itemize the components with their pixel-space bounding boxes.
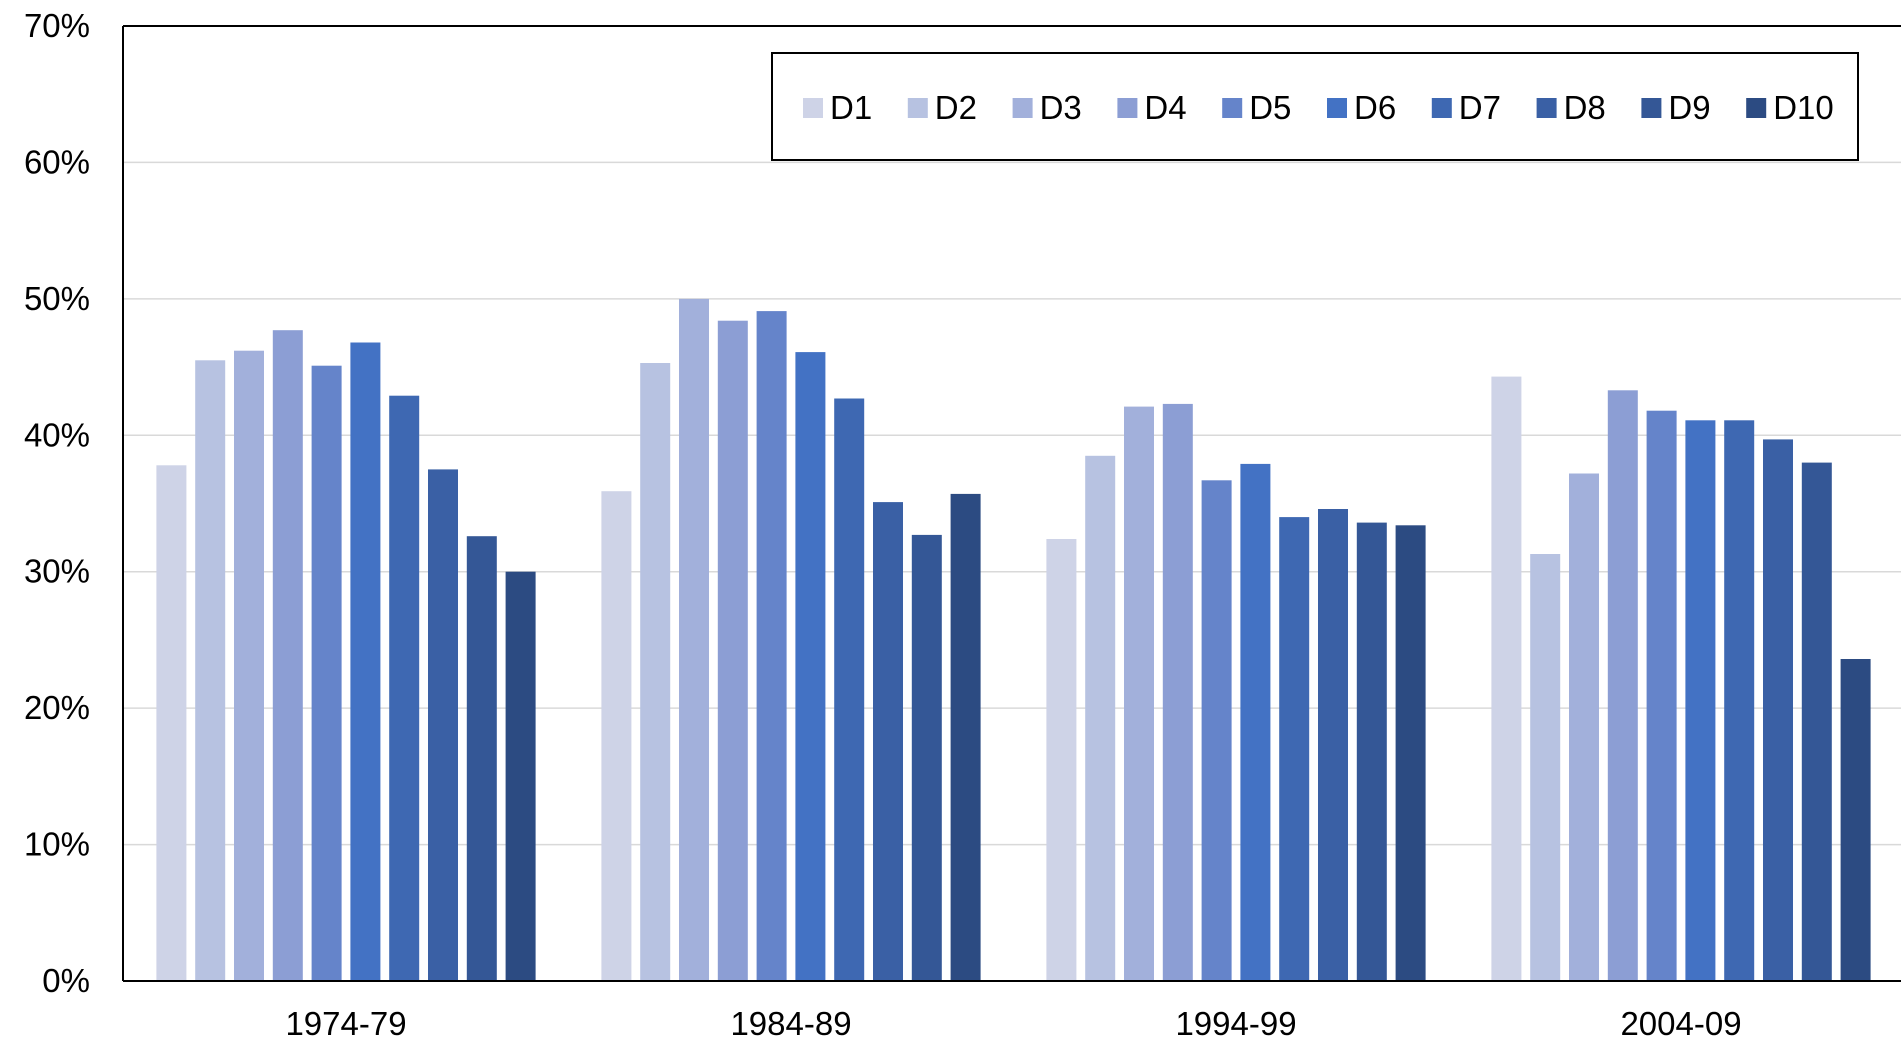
bar-d9-2004-09 bbox=[1801, 462, 1832, 982]
legend-swatch-d7 bbox=[1431, 98, 1452, 118]
bar-d3-2004-09 bbox=[1569, 473, 1599, 981]
legend-label-d6: D6 bbox=[1354, 89, 1396, 126]
legend-swatch-d4 bbox=[1117, 98, 1138, 118]
axes bbox=[122, 25, 1901, 982]
y-tick-label: 40% bbox=[24, 416, 90, 453]
bar-d1-1974-79 bbox=[156, 465, 187, 981]
x-category-label: 2004-09 bbox=[1620, 1005, 1741, 1042]
bar-d2-1984-89 bbox=[640, 363, 671, 981]
bars bbox=[156, 298, 1871, 982]
y-tick-label: 70% bbox=[24, 7, 90, 44]
y-tick-labels: 0% 10% 20% 30% 40% 50% 60% 70% bbox=[24, 7, 90, 999]
bar-d6-1984-89 bbox=[795, 352, 826, 982]
legend-label-d3: D3 bbox=[1040, 89, 1082, 126]
bar-d4-1994-99 bbox=[1162, 403, 1193, 981]
legend-label-d8: D8 bbox=[1564, 89, 1606, 126]
legend: D1 D2 D3 D4 D5 D6 D7 D8 D9 D10 bbox=[771, 52, 1859, 161]
bar-d4-1984-89 bbox=[717, 320, 748, 981]
legend-label-d4: D4 bbox=[1144, 89, 1186, 126]
bar-d10-1974-79 bbox=[505, 571, 536, 981]
bar-d7-1994-99 bbox=[1279, 517, 1310, 981]
bar-d3-1984-89 bbox=[679, 298, 709, 981]
bar-d7-1984-89 bbox=[834, 398, 865, 981]
y-tick-label: 60% bbox=[24, 143, 90, 180]
x-category-label: 1984-89 bbox=[730, 1005, 851, 1042]
bar-d5-1974-79 bbox=[311, 365, 342, 981]
bar-d5-1984-89 bbox=[756, 311, 787, 982]
bar-d6-1974-79 bbox=[350, 342, 381, 981]
bar-d6-2004-09 bbox=[1685, 420, 1716, 981]
y-tick-label: 0% bbox=[42, 962, 90, 999]
legend-swatch-d9 bbox=[1641, 98, 1662, 118]
legend-box bbox=[771, 52, 1859, 161]
y-tick-label: 30% bbox=[24, 553, 90, 590]
legend-label-d1: D1 bbox=[830, 89, 872, 126]
legend-swatch-d10 bbox=[1746, 98, 1767, 118]
bar-d5-2004-09 bbox=[1646, 410, 1677, 981]
bar-d7-2004-09 bbox=[1724, 420, 1755, 981]
bar-d10-2004-09 bbox=[1840, 659, 1871, 981]
x-category-label: 1994-99 bbox=[1175, 1005, 1296, 1042]
bar-d1-2004-09 bbox=[1491, 376, 1522, 982]
bar-d8-1984-89 bbox=[873, 502, 903, 981]
bar-d5-1994-99 bbox=[1201, 480, 1232, 981]
legend-swatch-d5 bbox=[1222, 98, 1243, 118]
x-category-labels: 1974-79 1984-89 1994-99 2004-09 bbox=[285, 1005, 1741, 1042]
y-tick-label: 10% bbox=[24, 826, 90, 863]
bar-d4-2004-09 bbox=[1607, 390, 1638, 981]
bar-d9-1994-99 bbox=[1356, 522, 1387, 981]
legend-label-d9: D9 bbox=[1668, 89, 1710, 126]
bar-d3-1994-99 bbox=[1124, 406, 1154, 982]
bar-d8-2004-09 bbox=[1763, 439, 1793, 981]
bar-d1-1984-89 bbox=[601, 491, 632, 981]
bar-d6-1994-99 bbox=[1240, 463, 1271, 981]
bar-d9-1974-79 bbox=[466, 536, 497, 981]
bar-d3-1974-79 bbox=[234, 350, 264, 981]
y-tick-label: 20% bbox=[24, 689, 90, 726]
legend-label-d5: D5 bbox=[1249, 89, 1291, 126]
legend-swatch-d6 bbox=[1327, 98, 1347, 118]
legend-swatch-d1 bbox=[803, 98, 823, 118]
legend-swatch-d3 bbox=[1012, 98, 1033, 118]
y-tick-label: 50% bbox=[24, 280, 90, 317]
bar-d8-1974-79 bbox=[428, 469, 458, 981]
legend-label-d7: D7 bbox=[1459, 89, 1501, 126]
bar-d9-1984-89 bbox=[911, 534, 942, 981]
bar-d10-1984-89 bbox=[950, 493, 981, 981]
legend-label-d10: D10 bbox=[1773, 89, 1834, 126]
bar-d7-1974-79 bbox=[389, 395, 420, 981]
bar-d8-1994-99 bbox=[1318, 509, 1348, 981]
bar-d1-1994-99 bbox=[1046, 539, 1077, 981]
bar-d4-1974-79 bbox=[272, 330, 303, 981]
bar-d2-2004-09 bbox=[1530, 554, 1561, 981]
legend-swatch-d2 bbox=[907, 98, 928, 118]
legend-swatch-d8 bbox=[1536, 98, 1557, 118]
bar-d2-1994-99 bbox=[1085, 455, 1116, 982]
bar-d10-1994-99 bbox=[1395, 525, 1426, 981]
bar-d2-1974-79 bbox=[195, 360, 226, 982]
x-category-label: 1974-79 bbox=[285, 1005, 406, 1042]
legend-label-d2: D2 bbox=[935, 89, 977, 126]
